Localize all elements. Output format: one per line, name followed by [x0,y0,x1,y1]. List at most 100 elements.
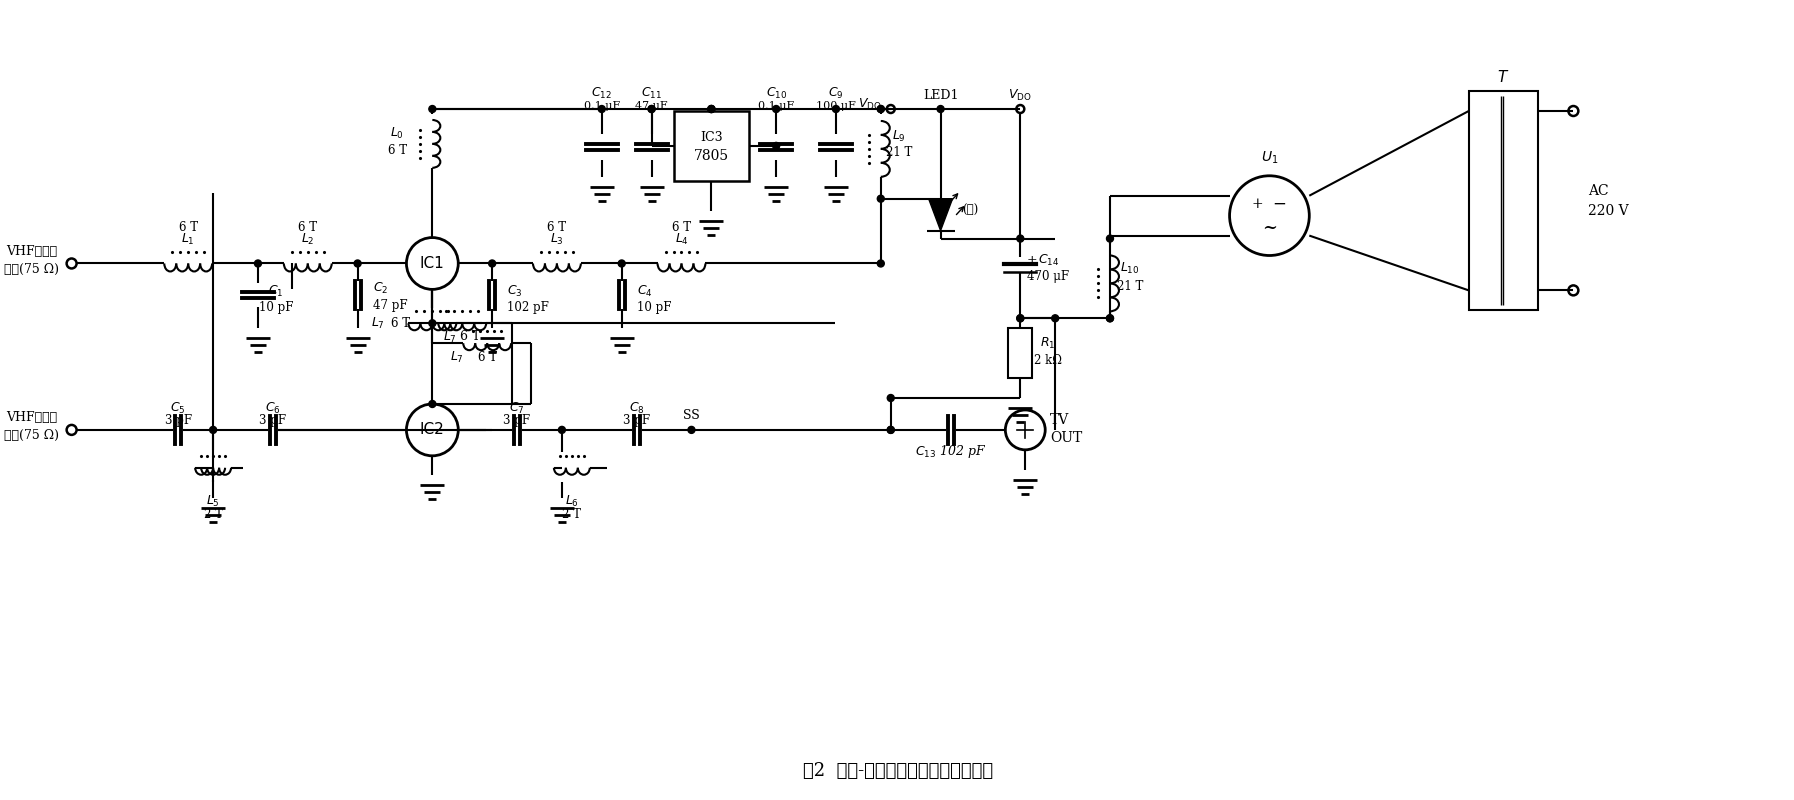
Text: IC2: IC2 [420,422,445,438]
Bar [1469,91,1539,310]
Text: $R_1$: $R_1$ [1041,336,1057,350]
Circle shape [1051,314,1058,322]
Text: $C_{13}$ 102 pF: $C_{13}$ 102 pF [915,443,987,460]
Text: $L_4$: $L_4$ [675,232,689,247]
Circle shape [877,195,884,202]
Circle shape [429,320,436,326]
Circle shape [1017,235,1024,242]
Text: 6 T: 6 T [388,144,407,158]
Text: $U_1$: $U_1$ [1261,150,1277,166]
Text: 0.1 μF: 0.1 μF [759,101,795,111]
Text: $L_7$ 6 T: $L_7$ 6 T [443,329,483,346]
Text: 7805: 7805 [694,149,728,163]
Text: $C_5$: $C_5$ [170,401,187,415]
Text: ~: ~ [1261,218,1277,237]
Circle shape [255,260,262,267]
Text: 100 μF: 100 μF [816,101,856,111]
FancyBboxPatch shape [673,111,750,181]
Circle shape [709,106,714,113]
Circle shape [429,401,436,407]
Text: 3 pF: 3 pF [165,414,192,427]
Text: IC1: IC1 [420,256,445,271]
Text: 图2  放大-混合方式天线放大器电路图: 图2 放大-混合方式天线放大器电路图 [802,762,992,780]
Text: 6 T: 6 T [477,350,497,364]
Circle shape [558,426,565,434]
Circle shape [709,106,714,113]
Text: $C_1$: $C_1$ [267,284,283,299]
Text: IC3: IC3 [700,131,723,145]
Text: $L_3$: $L_3$ [551,232,563,247]
Bar [1008,328,1032,378]
Text: 3 pF: 3 pF [504,414,531,427]
FancyArrowPatch shape [956,207,963,214]
Circle shape [888,426,893,434]
FancyArrowPatch shape [951,194,958,202]
Circle shape [353,260,361,267]
Text: $L_7$: $L_7$ [371,316,384,331]
Text: $L_6$: $L_6$ [565,494,579,509]
Text: 6 T: 6 T [298,221,318,234]
Circle shape [936,106,944,113]
Polygon shape [929,198,953,230]
Circle shape [877,106,884,113]
Text: $C_{14}$: $C_{14}$ [1037,253,1058,268]
Text: 6 T: 6 T [673,221,691,234]
Text: 21 T: 21 T [886,146,911,159]
Text: 220 V: 220 V [1588,204,1629,218]
Circle shape [709,106,714,113]
Text: $L_1$: $L_1$ [181,232,196,247]
Text: $C_7$: $C_7$ [509,401,526,415]
Text: 47 pF: 47 pF [373,299,407,312]
Text: $C_9$: $C_9$ [829,86,843,101]
Circle shape [488,260,495,267]
Text: $C_{12}$: $C_{12}$ [592,86,612,101]
Circle shape [773,106,780,113]
Circle shape [597,106,605,113]
Text: $C_3$: $C_3$ [508,284,522,299]
Text: $L_9$: $L_9$ [892,130,906,145]
Circle shape [888,426,893,434]
Text: LED1: LED1 [922,89,958,102]
Circle shape [1107,235,1114,242]
Circle shape [648,106,655,113]
Text: 10 pF: 10 pF [637,301,671,314]
Text: $L_7$: $L_7$ [450,350,465,365]
Text: $C_6$: $C_6$ [266,401,282,415]
Circle shape [832,106,840,113]
Text: AC: AC [1588,184,1609,198]
Circle shape [1017,314,1024,322]
Text: 47 μF: 47 μF [635,101,667,111]
Text: $C_{10}$: $C_{10}$ [766,86,788,101]
Text: 102 pF: 102 pF [508,301,549,314]
Text: $L_{10}$: $L_{10}$ [1119,261,1139,276]
Text: SS: SS [684,410,700,422]
Circle shape [877,106,884,113]
Text: 3 pF: 3 pF [623,414,649,427]
Text: −: − [1272,195,1286,212]
Circle shape [1017,314,1024,322]
Text: 2 T: 2 T [562,508,581,521]
Text: TV: TV [1049,413,1069,427]
Circle shape [877,260,884,267]
Circle shape [619,260,624,267]
Text: 3 pF: 3 pF [260,414,287,427]
Text: 6 T: 6 T [179,221,197,234]
Text: 2 kΩ: 2 kΩ [1033,354,1062,366]
Circle shape [648,106,655,113]
Text: (红): (红) [963,204,980,217]
Circle shape [1107,314,1114,322]
Text: +: + [1252,197,1263,210]
Text: 6 T: 6 T [547,221,567,234]
Text: $C_4$: $C_4$ [637,284,653,299]
Text: $V_{\rm DO}$: $V_{\rm DO}$ [858,97,881,111]
Circle shape [1107,314,1114,322]
Text: 号入(75 Ω): 号入(75 Ω) [4,263,59,276]
Circle shape [773,142,780,150]
Text: +: + [1026,254,1037,267]
Text: OUT: OUT [1049,431,1082,445]
Circle shape [888,394,893,402]
Text: 号入(75 Ω): 号入(75 Ω) [4,430,59,442]
Text: 2 T: 2 T [203,508,222,521]
Text: $L_0$: $L_0$ [391,126,404,142]
Text: 6 T: 6 T [391,317,411,330]
